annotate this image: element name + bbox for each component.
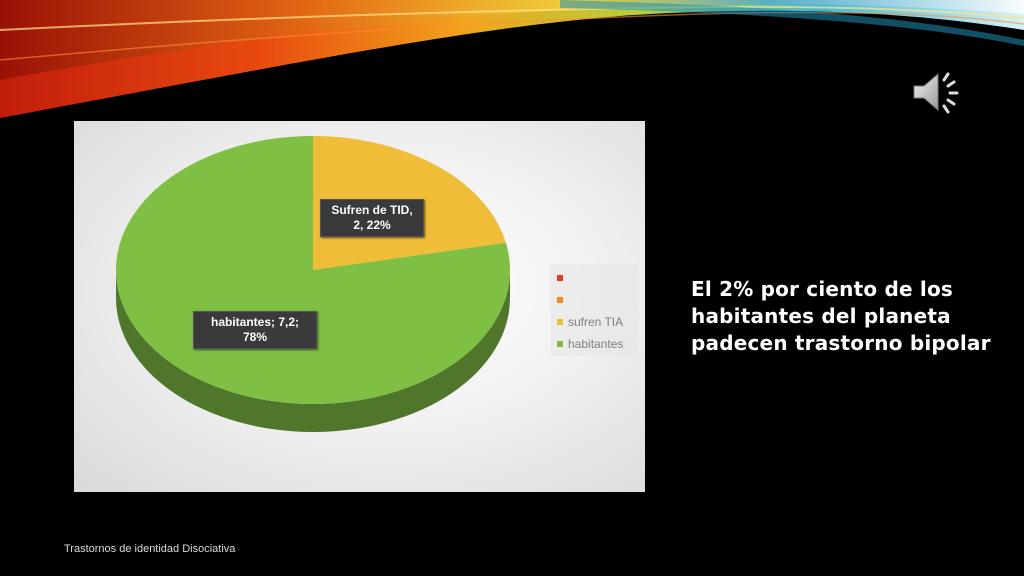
legend-label-habitantes: habitantes <box>568 337 624 351</box>
legend-swatch-red <box>557 275 563 281</box>
pie-slice-side-habitantes <box>116 270 510 432</box>
legend-label-sufren-tia: sufren TIA <box>568 315 624 329</box>
data-label-tid: Sufren de TID, 2, 22% <box>320 199 424 237</box>
speaker-icon[interactable] <box>910 68 966 116</box>
legend-item <box>557 291 568 309</box>
pie-chart: Sufren de TID, 2, 22% habitantes; 7,2; 7… <box>74 121 645 492</box>
legend-swatch-green <box>557 341 563 347</box>
legend-item: sufren TIA <box>557 313 623 331</box>
slide-caption: El 2% por ciento de los habitantes del p… <box>691 277 991 355</box>
slide-footer: Trastornos de identidad Disociativa <box>64 543 236 555</box>
legend-item <box>557 269 568 287</box>
data-label-habitantes: habitantes; 7,2; 78% <box>193 311 317 349</box>
decorative-banner <box>0 0 1024 118</box>
legend-item: habitantes <box>557 335 623 353</box>
legend-swatch-orange <box>557 297 563 303</box>
legend-swatch-yellow <box>557 319 563 325</box>
chart-legend: sufren TIA habitantes <box>550 264 638 356</box>
